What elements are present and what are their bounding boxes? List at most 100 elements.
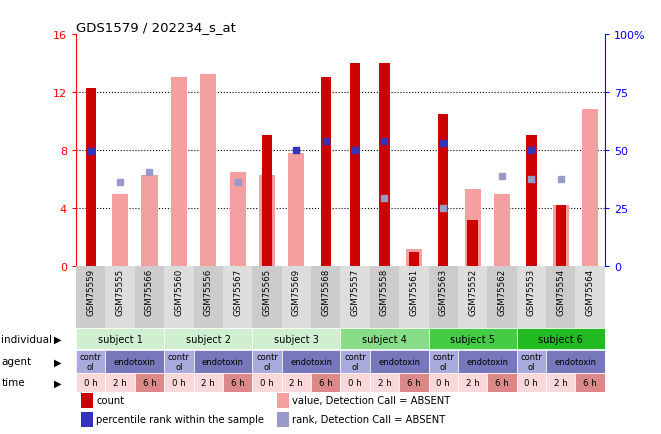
- Bar: [399, 374, 428, 391]
- Text: 6 h: 6 h: [231, 378, 245, 387]
- Text: GSM75560: GSM75560: [175, 269, 183, 316]
- Text: subject 3: subject 3: [274, 334, 319, 344]
- Text: GSM75561: GSM75561: [409, 269, 418, 316]
- Text: GSM75567: GSM75567: [233, 269, 242, 316]
- Point: [379, 138, 390, 145]
- Text: endotoxin: endotoxin: [290, 357, 332, 366]
- Bar: [282, 374, 311, 391]
- Text: GDS1579 / 202234_s_at: GDS1579 / 202234_s_at: [76, 20, 236, 33]
- Bar: [465, 190, 481, 266]
- Bar: [350, 64, 360, 266]
- Bar: [556, 206, 566, 266]
- Bar: [76, 266, 105, 328]
- Bar: [321, 78, 331, 266]
- Bar: [582, 110, 598, 266]
- Point: [438, 140, 449, 147]
- Bar: [546, 266, 576, 328]
- Text: 6 h: 6 h: [495, 378, 509, 387]
- Bar: [340, 329, 428, 349]
- Bar: [458, 374, 487, 391]
- Point: [291, 147, 301, 154]
- Text: 0 h: 0 h: [172, 378, 186, 387]
- Bar: [76, 374, 105, 391]
- Text: contr
ol: contr ol: [520, 352, 542, 371]
- Bar: [340, 350, 369, 373]
- Text: contr
ol: contr ol: [168, 352, 190, 371]
- Bar: [76, 329, 164, 349]
- Text: GSM75554: GSM75554: [557, 269, 565, 316]
- Point: [350, 147, 360, 154]
- Bar: [458, 350, 517, 373]
- Bar: [135, 266, 164, 328]
- Point: [526, 147, 537, 154]
- Text: individual: individual: [1, 334, 52, 344]
- Text: GSM75558: GSM75558: [380, 269, 389, 316]
- Text: ▶: ▶: [54, 378, 62, 388]
- Bar: [517, 329, 605, 349]
- Bar: [253, 350, 282, 373]
- Point: [85, 148, 96, 155]
- Text: 0 h: 0 h: [260, 378, 274, 387]
- Text: value, Detection Call = ABSENT: value, Detection Call = ABSENT: [292, 395, 450, 405]
- Bar: [369, 374, 399, 391]
- Bar: [141, 175, 157, 266]
- Point: [232, 179, 243, 186]
- Bar: [369, 266, 399, 328]
- Text: ▶: ▶: [54, 357, 62, 367]
- Text: endotoxin: endotoxin: [202, 357, 244, 366]
- Bar: [494, 194, 510, 266]
- Text: GSM75557: GSM75557: [350, 269, 360, 316]
- Bar: [81, 393, 93, 408]
- Text: rank, Detection Call = ABSENT: rank, Detection Call = ABSENT: [292, 414, 445, 424]
- Bar: [105, 374, 135, 391]
- Text: endotoxin: endotoxin: [378, 357, 420, 366]
- Bar: [467, 220, 478, 266]
- Text: contr
ol: contr ol: [80, 352, 102, 371]
- Text: contr
ol: contr ol: [256, 352, 278, 371]
- Bar: [576, 266, 605, 328]
- Bar: [288, 154, 305, 266]
- Bar: [253, 329, 340, 349]
- Bar: [282, 350, 340, 373]
- Text: subject 5: subject 5: [450, 334, 495, 344]
- Bar: [406, 249, 422, 266]
- Text: GSM75552: GSM75552: [468, 269, 477, 316]
- Bar: [135, 374, 164, 391]
- Text: endotoxin: endotoxin: [114, 357, 156, 366]
- Text: endotoxin: endotoxin: [466, 357, 508, 366]
- Bar: [487, 374, 517, 391]
- Text: 2 h: 2 h: [290, 378, 303, 387]
- Bar: [277, 393, 289, 408]
- Text: subject 6: subject 6: [538, 334, 583, 344]
- Text: subject 2: subject 2: [186, 334, 231, 344]
- Bar: [428, 350, 458, 373]
- Text: 0 h: 0 h: [436, 378, 450, 387]
- Bar: [164, 374, 194, 391]
- Text: GSM75566: GSM75566: [145, 269, 154, 316]
- Text: 2 h: 2 h: [554, 378, 568, 387]
- Bar: [517, 374, 546, 391]
- Text: 0 h: 0 h: [84, 378, 98, 387]
- Text: GSM75559: GSM75559: [86, 269, 95, 316]
- Text: subject 1: subject 1: [98, 334, 143, 344]
- Point: [438, 205, 449, 212]
- Text: 6 h: 6 h: [143, 378, 157, 387]
- Bar: [340, 374, 369, 391]
- Text: 0 h: 0 h: [348, 378, 362, 387]
- Bar: [311, 266, 340, 328]
- Bar: [253, 374, 282, 391]
- Bar: [546, 350, 605, 373]
- Bar: [223, 266, 253, 328]
- Bar: [262, 136, 272, 266]
- Text: GSM75564: GSM75564: [586, 269, 595, 316]
- Point: [321, 138, 331, 145]
- Bar: [369, 350, 428, 373]
- Point: [526, 176, 537, 183]
- Point: [496, 173, 507, 180]
- Text: agent: agent: [1, 357, 32, 367]
- Text: GSM75563: GSM75563: [439, 269, 447, 316]
- Point: [379, 195, 390, 202]
- Bar: [164, 329, 253, 349]
- Bar: [399, 266, 428, 328]
- Bar: [546, 374, 576, 391]
